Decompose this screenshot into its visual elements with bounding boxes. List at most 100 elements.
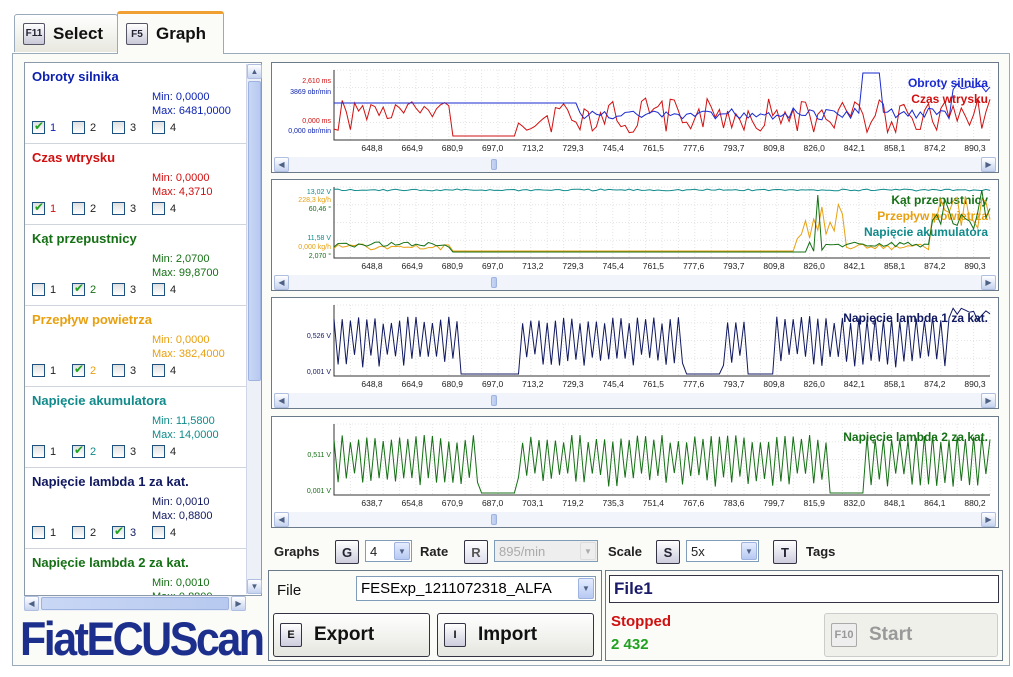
scroll-thumb[interactable] [248, 81, 261, 381]
graph-checkbox-2[interactable]: 2 [72, 121, 104, 134]
graph-checkbox-1[interactable]: 1 [32, 119, 64, 134]
channel-max: Max: 99,8700 [152, 267, 219, 279]
checkbox-box[interactable] [32, 364, 45, 377]
checkbox-label: 4 [170, 283, 177, 296]
graph-checkbox-1[interactable]: 1 [32, 200, 64, 215]
graph-checkbox-3[interactable]: 3 [112, 364, 144, 377]
hscroll-thumb[interactable] [491, 395, 497, 406]
scroll-right-button[interactable]: ▶ [981, 275, 996, 290]
checkbox-box[interactable] [72, 121, 85, 134]
graph-checkbox-1[interactable]: 1 [32, 445, 64, 458]
channel-list-hscrollbar[interactable]: ◀ ▶ [24, 596, 246, 611]
channel-min: Min: 2,0700 [152, 253, 210, 265]
graph-checkbox-4[interactable]: 4 [152, 445, 184, 458]
graph-checkbox-1[interactable]: 1 [32, 526, 64, 539]
export-label: Export [314, 624, 375, 645]
checkbox-box[interactable] [32, 200, 45, 215]
checkbox-box[interactable] [32, 119, 45, 134]
scroll-left-button[interactable]: ◀ [24, 596, 39, 611]
checkbox-box[interactable] [72, 202, 85, 215]
checkbox-box[interactable] [72, 526, 85, 539]
scroll-left-button[interactable]: ◀ [274, 275, 289, 290]
tab-select[interactable]: F11 Select [14, 14, 118, 52]
hscroll-thumb[interactable] [41, 597, 229, 610]
graph-checkbox-3[interactable]: 3 [112, 524, 144, 539]
graph-checkbox-4[interactable]: 4 [152, 283, 184, 296]
tags-key[interactable]: T [773, 540, 797, 564]
checkbox-box[interactable] [152, 121, 165, 134]
checkbox-label: 2 [90, 202, 97, 215]
x-tick-label: 654,8 [402, 498, 424, 508]
graphs-key[interactable]: G [335, 540, 359, 564]
import-button[interactable]: I Import [437, 613, 594, 657]
graph-checkbox-3[interactable]: 3 [112, 121, 144, 134]
channel-name: Napięcie lambda 2 za kat. [32, 555, 189, 570]
start-button[interactable]: F10 Start [824, 613, 998, 657]
x-tick-label: 713,2 [522, 143, 544, 153]
graph-checkbox-4[interactable]: 4 [152, 121, 184, 134]
scale-select[interactable]: 5x ▼ [686, 540, 759, 562]
scroll-down-button[interactable]: ▼ [247, 579, 262, 594]
hscroll-thumb[interactable] [491, 277, 497, 288]
checkbox-box[interactable] [32, 283, 45, 296]
checkbox-box[interactable] [72, 281, 85, 296]
graph-checkbox-3[interactable]: 3 [112, 202, 144, 215]
graph-checkbox-1[interactable]: 1 [32, 364, 64, 377]
tab-select-key: F11 [23, 22, 45, 45]
graph-checkbox-4[interactable]: 4 [152, 364, 184, 377]
scroll-left-button[interactable]: ◀ [274, 393, 289, 408]
channel-list: Obroty silnika Min: 0,0000 Max: 6481,000… [24, 62, 262, 596]
x-tick-label: 767,6 [683, 498, 705, 508]
checkbox-box[interactable] [112, 364, 125, 377]
checkbox-box[interactable] [112, 202, 125, 215]
checkbox-box[interactable] [32, 445, 45, 458]
graphs-select[interactable]: 4 ▼ [365, 540, 412, 562]
scroll-left-button[interactable]: ◀ [274, 512, 289, 527]
channel-list-vscrollbar[interactable]: ▲ ▼ [246, 64, 262, 594]
checkbox-box[interactable] [112, 445, 125, 458]
scale-key[interactable]: S [656, 540, 680, 564]
graph-checkbox-3[interactable]: 3 [112, 445, 144, 458]
checkbox-box[interactable] [112, 283, 125, 296]
scroll-right-button[interactable]: ▶ [981, 512, 996, 527]
checkbox-label: 1 [50, 445, 57, 458]
graph-hscrollbar[interactable]: ◀ ▶ [274, 512, 996, 527]
graph-checkbox-2[interactable]: 2 [72, 526, 104, 539]
checkbox-box[interactable] [72, 362, 85, 377]
hscroll-thumb[interactable] [491, 514, 497, 525]
checkbox-box[interactable] [72, 443, 85, 458]
checkbox-box[interactable] [152, 283, 165, 296]
graph-assign-checkboxes: 1 2 3 4 [32, 443, 184, 458]
scroll-right-button[interactable]: ▶ [231, 596, 246, 611]
graph-hscrollbar[interactable]: ◀ ▶ [274, 157, 996, 172]
graph-checkbox-1[interactable]: 1 [32, 283, 64, 296]
axis [333, 424, 990, 496]
x-tick-label: 664,9 [402, 261, 424, 271]
tab-graph[interactable]: F5 Graph [117, 11, 224, 54]
checkbox-box[interactable] [32, 526, 45, 539]
hscroll-thumb[interactable] [491, 159, 497, 170]
graph-panel-2: 648,8 664,9 680,9 697,0 713,2 729,3 745,4 761,5… [271, 179, 999, 291]
graph-checkbox-3[interactable]: 3 [112, 283, 144, 296]
graph-hscrollbar[interactable]: ◀ ▶ [274, 393, 996, 408]
scroll-left-button[interactable]: ◀ [274, 157, 289, 172]
graph-checkbox-4[interactable]: 4 [152, 202, 184, 215]
scroll-right-button[interactable]: ▶ [981, 393, 996, 408]
graph-checkbox-4[interactable]: 4 [152, 526, 184, 539]
checkbox-box[interactable] [112, 121, 125, 134]
graph-checkbox-2[interactable]: 2 [72, 281, 104, 296]
scroll-right-button[interactable]: ▶ [981, 157, 996, 172]
checkbox-box[interactable] [152, 202, 165, 215]
graph-hscrollbar[interactable]: ◀ ▶ [274, 275, 996, 290]
scroll-up-button[interactable]: ▲ [247, 64, 262, 79]
graph-checkbox-2[interactable]: 2 [72, 202, 104, 215]
checkbox-box[interactable] [112, 524, 125, 539]
graph-checkbox-2[interactable]: 2 [72, 443, 104, 458]
checkbox-box[interactable] [152, 445, 165, 458]
y-axis-label: 0,000 ms [302, 118, 331, 125]
export-button[interactable]: E Export [273, 613, 430, 657]
checkbox-box[interactable] [152, 526, 165, 539]
checkbox-box[interactable] [152, 364, 165, 377]
file-select[interactable]: FESExp_1211072318_ALFA ▼ [356, 576, 596, 601]
graph-checkbox-2[interactable]: 2 [72, 362, 104, 377]
